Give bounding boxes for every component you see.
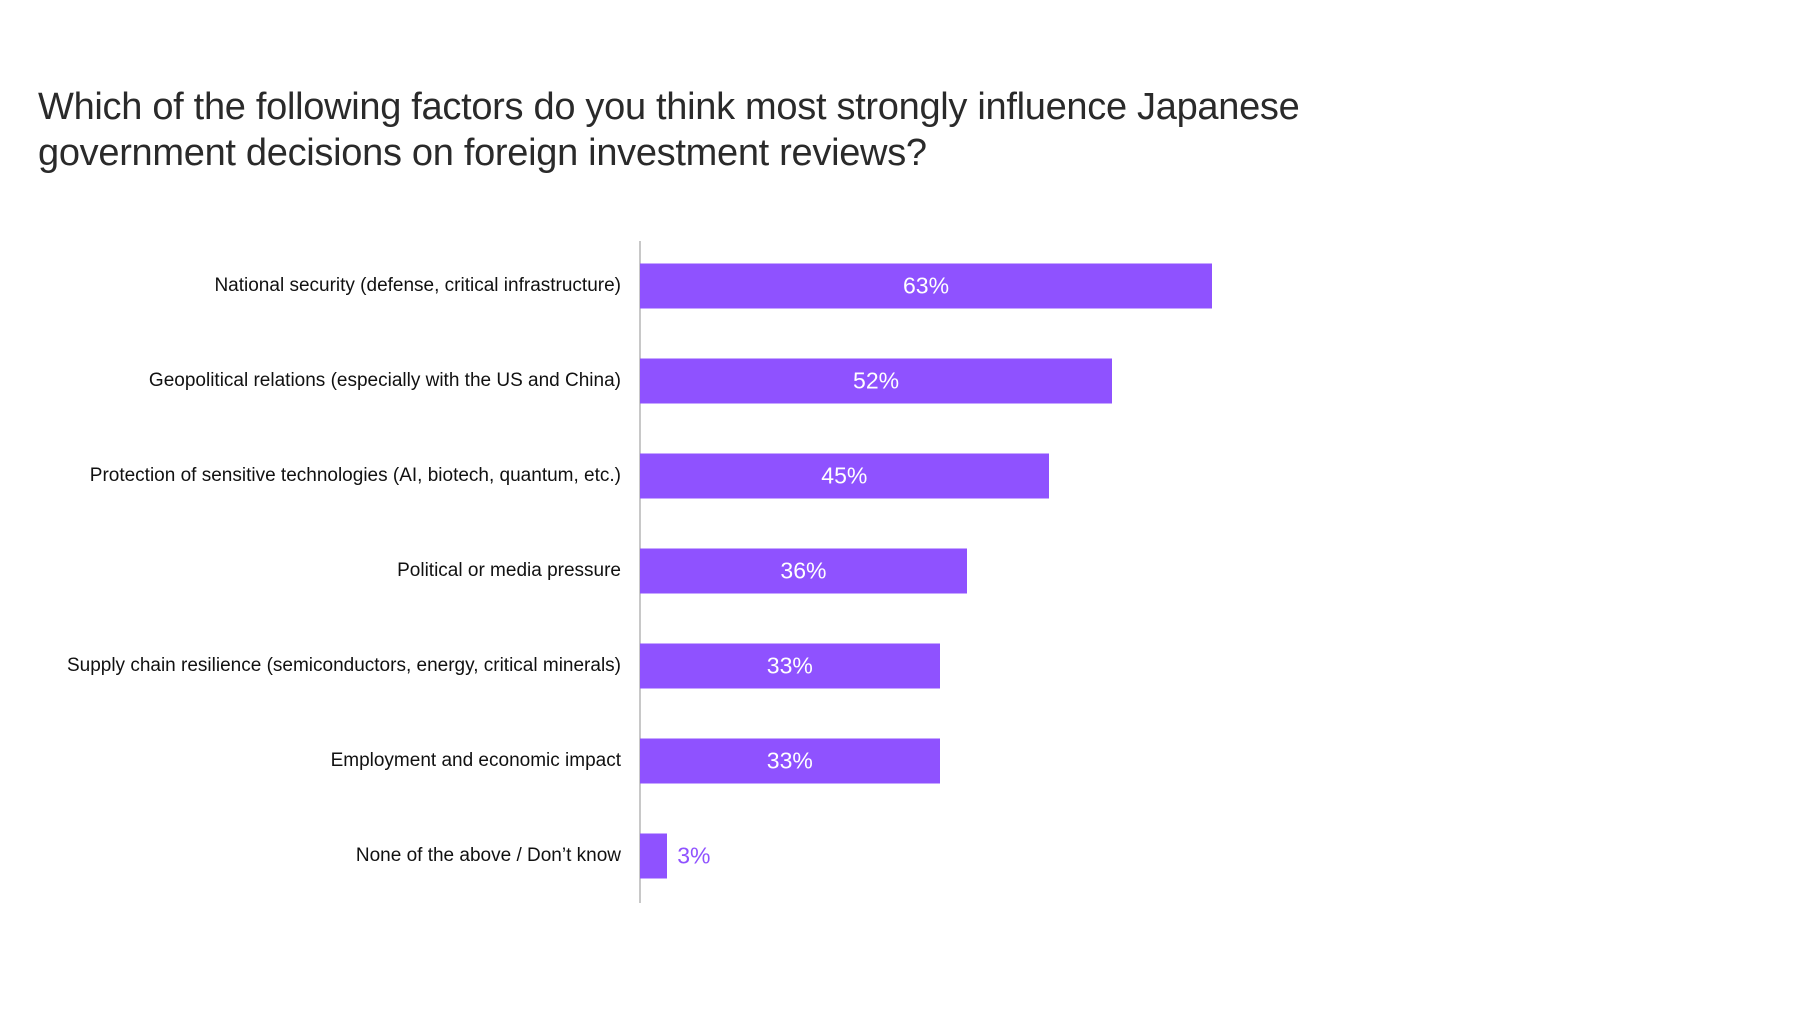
bar (640, 833, 668, 879)
data-label: 33% (766, 652, 813, 679)
bar (640, 263, 1213, 309)
category-label: Protection of sensitive technologies (AI… (89, 465, 621, 486)
category-label: None of the above / Don’t know (355, 845, 621, 866)
data-label: 63% (902, 272, 950, 299)
bar (640, 548, 967, 594)
category-label: Supply chain resilience (semiconductors,… (66, 655, 621, 676)
bar (640, 738, 940, 784)
data-label: 3% (677, 842, 711, 869)
category-label: National security (defense, critical inf… (214, 275, 621, 296)
data-label: 45% (821, 462, 868, 489)
bar (640, 643, 940, 689)
category-label: Employment and economic impact (330, 750, 621, 771)
bar (640, 358, 1113, 404)
bar (640, 453, 1049, 499)
data-label: 33% (766, 747, 813, 774)
data-label: 36% (780, 557, 827, 584)
chart-title: Which of the following factors do you th… (38, 86, 1300, 174)
data-label: 52% (853, 367, 900, 394)
category-label: Geopolitical relations (especially with … (148, 370, 621, 391)
category-label: Political or media pressure (397, 560, 621, 581)
